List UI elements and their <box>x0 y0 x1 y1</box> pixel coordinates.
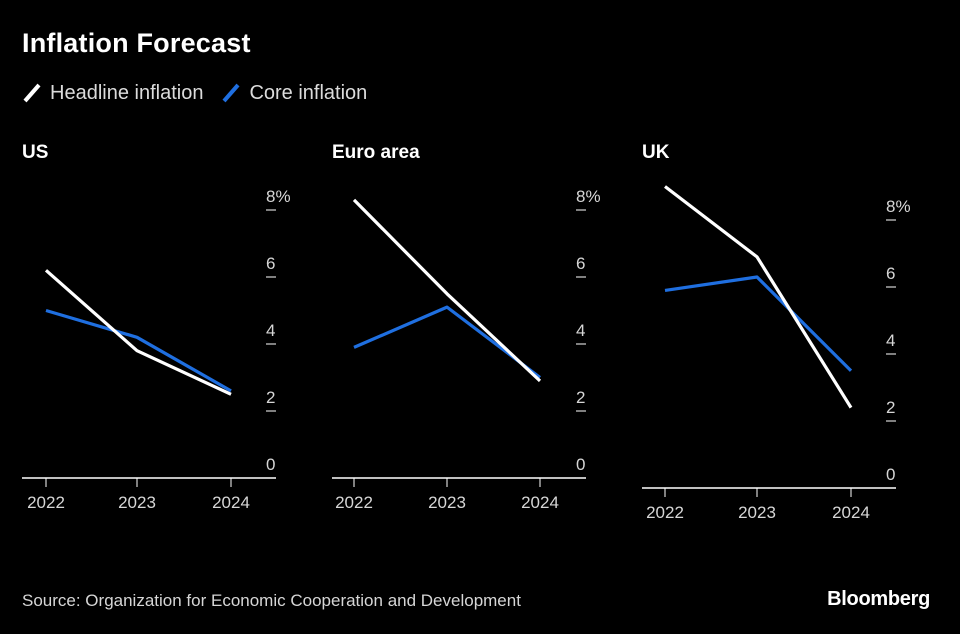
core-inflation-line <box>353 305 541 379</box>
y-tick-label: 6 <box>266 254 275 273</box>
y-tick-label: 8% <box>886 197 911 216</box>
y-tick-label: 2 <box>266 388 275 407</box>
legend-swatch-core <box>222 83 240 103</box>
x-tick-label: 2022 <box>27 493 65 512</box>
panel-2: UK 2022 2023 2024 0 2 4 6 8% <box>642 142 911 522</box>
x-tick-label: 2024 <box>521 493 559 512</box>
y-tick-label: 2 <box>886 398 895 417</box>
x-tick-label: 2023 <box>118 493 156 512</box>
panel-title: Euro area <box>332 142 420 163</box>
legend-swatch-headline <box>23 83 41 103</box>
core-inflation-line <box>664 275 853 372</box>
y-tick-label: 4 <box>266 321 275 340</box>
x-tick-label: 2023 <box>428 493 466 512</box>
core-inflation-line <box>45 308 232 393</box>
x-tick-label: 2022 <box>335 493 373 512</box>
y-tick-label: 8% <box>576 187 601 206</box>
y-tick-label: 0 <box>576 455 585 474</box>
headline-inflation-line <box>664 185 853 409</box>
bloomberg-logo: Bloomberg <box>827 588 930 610</box>
y-tick-label: 6 <box>576 254 585 273</box>
y-tick-label: 4 <box>576 321 585 340</box>
legend-item-core: Core inflation <box>221 82 367 105</box>
source-note: Source: Organization for Economic Cooper… <box>22 591 521 610</box>
x-tick-label: 2024 <box>832 503 870 522</box>
legend-label-core: Core inflation <box>249 81 368 104</box>
legend-label-headline: Headline inflation <box>50 81 204 104</box>
y-tick-label: 8% <box>266 187 291 206</box>
chart-title: Inflation Forecast <box>22 28 251 58</box>
y-tick-label: 0 <box>266 455 275 474</box>
headline-inflation-line <box>352 198 542 383</box>
x-tick-label: 2022 <box>646 503 684 522</box>
panel-title: UK <box>642 142 670 163</box>
headline-inflation-line <box>44 269 232 396</box>
y-tick-label: 0 <box>886 465 895 484</box>
legend-item-headline: Headline inflation <box>22 82 203 105</box>
y-tick-label: 4 <box>886 331 895 350</box>
y-tick-label: 2 <box>576 388 585 407</box>
x-tick-label: 2023 <box>738 503 776 522</box>
x-tick-label: 2024 <box>212 493 250 512</box>
panel-1: Euro area 2022 2023 2024 0 2 4 6 8% <box>332 142 601 512</box>
legend: Headline inflation Core inflation <box>22 80 385 106</box>
y-tick-label: 6 <box>886 264 895 283</box>
panel-0: US 2022 2023 2024 0 2 4 6 8% <box>22 142 291 512</box>
panel-title: US <box>22 142 48 163</box>
